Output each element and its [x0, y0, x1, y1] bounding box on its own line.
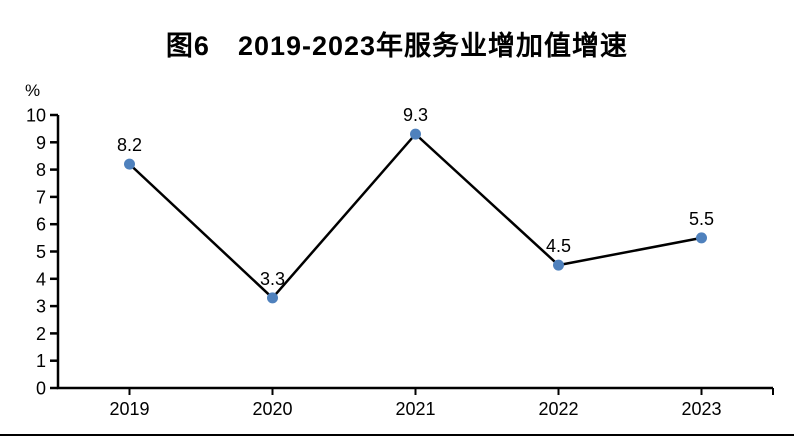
data-point-2020 — [267, 292, 278, 304]
data-point-label: 5.5 — [689, 209, 714, 229]
y-axis-tick-label: 9 — [36, 133, 46, 153]
bottom-divider — [0, 434, 794, 436]
data-point-label: 3.3 — [260, 269, 285, 289]
data-line — [128, 132, 702, 300]
y-axis-tick-label: 4 — [36, 269, 46, 289]
y-axis-tick-label: 1 — [36, 351, 46, 371]
data-point-2021 — [410, 128, 421, 140]
axis-lines — [56, 115, 773, 390]
y-axis-tick-label: 8 — [36, 160, 46, 180]
data-point-label: 9.3 — [403, 105, 428, 125]
x-axis-tick-label: 2020 — [252, 399, 292, 419]
y-axis-tick-label: 10 — [26, 106, 46, 126]
x-axis-tick-label: 2019 — [109, 399, 149, 419]
data-point-2019 — [124, 158, 135, 170]
y-axis-tick-label: 7 — [36, 187, 46, 207]
figure-title: 图6 2019-2023年服务业增加值增速 — [165, 31, 629, 61]
y-axis-tick-label: 6 — [36, 215, 46, 235]
y-axis-tick-label: 2 — [36, 324, 46, 344]
line-chart: % 0 1 2 3 4 5 6 7 8 9 10 2019 2020 2021 2022 2023 8.2 3.3 9… — [0, 70, 794, 430]
chart-canvas: % 0 1 2 3 4 5 6 7 8 9 10 2019 2020 2021 2022 2023 8.2 3.3 9… — [25, 81, 774, 419]
data-point-label: 4.5 — [546, 236, 571, 256]
x-axis-tick-label: 2021 — [395, 399, 435, 419]
y-axis-tick-label: 0 — [36, 379, 46, 399]
y-axis-unit-label: % — [25, 81, 40, 100]
x-axis-tick-label: 2023 — [681, 399, 721, 419]
data-point-2023 — [696, 232, 707, 244]
x-axis-tick-label: 2022 — [538, 399, 578, 419]
y-axis-tick-label: 3 — [36, 297, 46, 317]
data-point-2022 — [553, 259, 564, 271]
data-point-label: 8.2 — [117, 135, 142, 155]
y-axis-tick-label: 5 — [36, 242, 46, 262]
